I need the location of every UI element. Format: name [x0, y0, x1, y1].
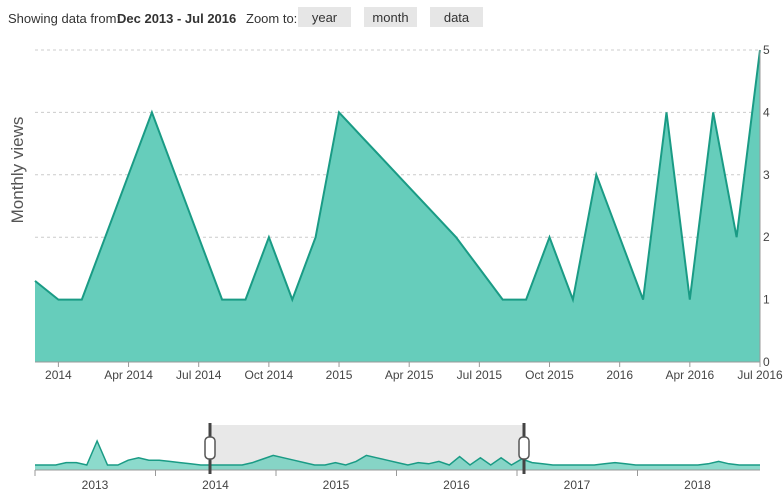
x-tick-label: Oct 2014 — [245, 368, 294, 382]
y-tick-label: 5 — [763, 43, 770, 57]
y-tick-label: 2 — [763, 230, 770, 244]
zoom-label: Zoom to: — [246, 11, 298, 26]
navigator-area — [35, 441, 760, 470]
y-tick-label: 0 — [763, 355, 770, 369]
x-tick-label: 2016 — [606, 368, 633, 382]
navigator[interactable]: 2013 2014 2015 2016 2017 2018 — [34, 423, 760, 492]
y-tick-label: 1 — [763, 293, 770, 307]
handle-grip — [518, 436, 530, 460]
navigator-tick-label: 2015 — [323, 478, 350, 492]
y-axis-ticks: 0 1 2 3 4 5 — [763, 43, 770, 369]
x-tick-label: Apr 2016 — [665, 368, 714, 382]
handle-grip — [204, 436, 216, 460]
x-tick-label: 2014 — [45, 368, 72, 382]
x-tick-label: 2015 — [326, 368, 353, 382]
y-tick-label: 3 — [763, 168, 770, 182]
views-area — [35, 50, 760, 362]
navigator-left-handle[interactable] — [204, 423, 216, 474]
navigator-tick-label: 2016 — [443, 478, 470, 492]
x-axis-ticks: 2014 Apr 2014 Jul 2014 Oct 2014 2015 Apr 2015… — [45, 362, 783, 382]
y-axis-label: Monthly views — [8, 117, 27, 224]
navigator-tick-label: 2017 — [564, 478, 591, 492]
x-tick-label: Apr 2014 — [104, 368, 153, 382]
x-tick-label: Apr 2015 — [385, 368, 434, 382]
x-tick-label: Oct 2015 — [525, 368, 574, 382]
views-line — [34, 49, 761, 304]
y-tick-label: 4 — [763, 105, 770, 119]
navigator-line — [35, 439, 760, 466]
showing-data-label: Showing data from: — [8, 11, 121, 26]
navigator-tick-label: 2013 — [82, 478, 109, 492]
x-tick-label: Jul 2016 — [737, 368, 783, 382]
date-range-text: Dec 2013 - Jul 2016 — [117, 11, 237, 26]
chart-toolbar: Showing data from: Dec 2013 - Jul 2016 Z… — [0, 0, 784, 34]
zoom-year-button[interactable]: year — [298, 7, 351, 27]
navigator-right-handle[interactable] — [518, 423, 530, 474]
x-tick-label: Jul 2015 — [457, 368, 503, 382]
navigator-tick-label: 2018 — [684, 478, 711, 492]
x-tick-label: Jul 2014 — [176, 368, 222, 382]
zoom-data-button[interactable]: data — [430, 7, 483, 27]
zoom-month-button[interactable]: month — [364, 7, 417, 27]
navigator-tick-label: 2014 — [202, 478, 229, 492]
